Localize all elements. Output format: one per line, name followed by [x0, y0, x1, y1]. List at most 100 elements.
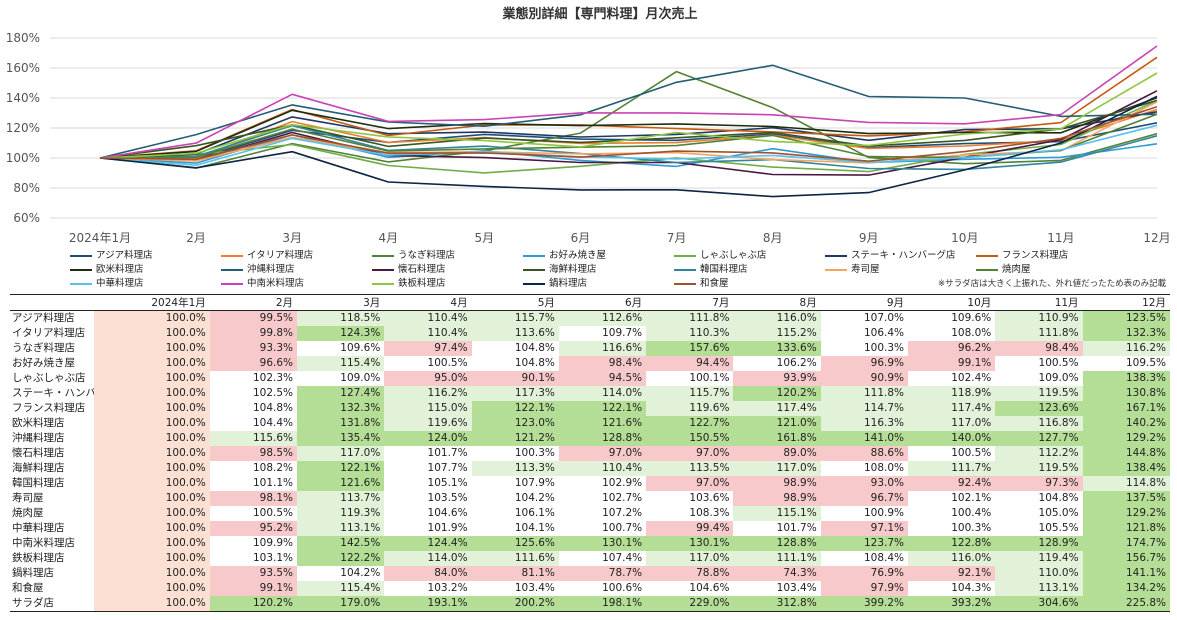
x-tick-label: 12月 [1143, 231, 1170, 245]
table-cell: 100.0% [94, 371, 210, 386]
table-cell: 141.0% [820, 431, 908, 446]
row-label: 沖縄料理店 [12, 432, 65, 444]
table-cell: 101.7% [384, 446, 472, 461]
table-row: サラダ店 100.0% 120.2% 179.0% 193.1% 200.2% 198.1%… [10, 596, 1170, 612]
legend-swatch [523, 268, 545, 271]
table-cell: 108.0% [908, 326, 996, 341]
table-cell: 100.0% [94, 431, 210, 446]
table-row: お好み焼き屋 100.0% 96.6% 115.4% 100.5% 104.8% 98.4%… [10, 356, 1170, 371]
table-cell: 107.2% [558, 506, 647, 521]
table-cell: 92.4% [908, 476, 996, 491]
table-cell: 122.1% [471, 401, 559, 416]
line-chart: 業態別詳細【専門料理】月次売上 60% 80% 100% 120% 140% 160% 18… [6, 6, 1171, 245]
legend-item: しゃぶしゃぶ店 [674, 247, 767, 261]
table-row: 沖縄料理店 100.0% 115.6% 135.4% 124.0% 121.2% 128.8… [10, 431, 1170, 446]
table-cell: 106.1% [471, 506, 559, 521]
legend-label: 焼肉屋 [1002, 264, 1031, 275]
table-cell: 100.3% [908, 521, 996, 536]
table-row: しゃぶしゃぶ店 100.0% 102.3% 109.0% 95.0% 90.1% 94.5%… [10, 371, 1170, 386]
table-cell: 123.7% [820, 536, 908, 551]
table-cell: 116.3% [820, 416, 908, 431]
table-cell: 111.6% [471, 551, 559, 566]
column-header [10, 294, 94, 311]
table-cell: 94.4% [646, 356, 734, 371]
legend-item: アジア料理店 [70, 247, 153, 261]
table-cell: 141.1% [1082, 566, 1170, 581]
table-cell: 100.7% [558, 521, 647, 536]
table-cell: 96.7% [820, 491, 908, 506]
series-lines [99, 45, 1158, 198]
column-header: 4月 [384, 294, 472, 311]
series-line [99, 64, 1158, 159]
column-header: 2024年1月 [94, 294, 210, 311]
table-row: 焼肉屋 100.0% 100.5% 119.3% 104.6% 106.1% 107.2% 1… [10, 506, 1170, 521]
table-cell: 97.0% [558, 446, 647, 461]
table-cell: 140.0% [908, 431, 996, 446]
legend-item: 懐石料理店 [372, 261, 446, 275]
legend-label: 中華料理店 [96, 278, 144, 289]
table-cell: 96.6% [209, 356, 298, 371]
table-cell: 128.8% [558, 431, 647, 446]
row-label: アジア料理店 [12, 312, 75, 324]
table-cell: 117.4% [733, 401, 821, 416]
table-cell: 129.2% [1082, 506, 1170, 521]
column-header: 11月 [995, 294, 1083, 311]
row-label: しゃぶしゃぶ店 [12, 372, 86, 384]
table-cell: 115.2% [733, 326, 821, 341]
table-cell: 115.4% [297, 581, 385, 596]
table-cell: 108.3% [646, 506, 734, 521]
table-cell: 90.9% [820, 371, 908, 386]
legend-swatch [221, 254, 243, 257]
table-cell: 127.4% [297, 386, 385, 401]
table-cell: 109.0% [995, 371, 1083, 386]
table-cell: 133.6% [733, 341, 821, 356]
table-cell: 112.2% [995, 446, 1083, 461]
table-cell: 100.9% [820, 506, 908, 521]
table-cell: 122.7% [646, 416, 734, 431]
table-cell: 123.6% [995, 401, 1083, 416]
table-cell: 132.3% [297, 401, 385, 416]
table-cell: 138.4% [1082, 461, 1170, 476]
legend-item: フランス料理店 [976, 247, 1068, 261]
legend-label: 鍋料理店 [549, 278, 588, 289]
table-cell: 99.4% [646, 521, 734, 536]
table-cell: 107.4% [558, 551, 647, 566]
table-cell: 93.9% [733, 371, 821, 386]
table-cell: 103.1% [209, 551, 298, 566]
row-label: 鍋料理店 [12, 567, 54, 579]
table-cell: 114.8% [1082, 476, 1170, 491]
table-cell: 122.1% [558, 401, 647, 416]
table-row: 和食屋 100.0% 99.1% 115.4% 103.2% 103.4% 100.6% 10… [10, 581, 1170, 596]
legend-item: イタリア料理店 [221, 247, 313, 261]
table-header-row: 2024年1月 2月 3月 4月 5月 6月 7月 8月 9月 10月 11月 12月 [10, 294, 1170, 311]
table-cell: 109.5% [1082, 356, 1170, 371]
table-row: 懐石料理店 100.0% 98.5% 117.0% 101.7% 100.3% 97.0% 9… [10, 446, 1170, 461]
table-cell: 109.6% [297, 341, 385, 356]
legend-item: 鍋料理店 [523, 275, 587, 289]
legend-note: ※サラダ店は大きく上振れた、外れ値だったため表のみ記載 [938, 279, 1167, 289]
table-cell: 117.3% [471, 386, 559, 401]
table-cell: 104.2% [297, 566, 385, 581]
x-tick-label: 6月 [571, 231, 591, 245]
table-cell: 103.4% [471, 581, 559, 596]
legend-label: イタリア料理店 [247, 250, 314, 261]
table-cell: 100.0% [94, 596, 210, 612]
x-tick-label: 11月 [1047, 231, 1074, 245]
legend-label: 欧米料理店 [96, 264, 144, 275]
table-cell: 115.7% [471, 310, 559, 326]
row-label: 欧米料理店 [12, 417, 65, 429]
table-cell: 100.5% [209, 506, 298, 521]
row-label: 和食屋 [12, 582, 44, 594]
table-cell: 100.0% [94, 386, 210, 401]
table-cell: 124.4% [384, 536, 472, 551]
table-cell: 97.0% [646, 446, 734, 461]
table-cell: 119.4% [995, 551, 1083, 566]
x-tick-label: 10月 [951, 231, 978, 245]
table-cell: 100.0% [94, 461, 210, 476]
table-cell: 100.3% [471, 446, 559, 461]
table-cell: 115.4% [297, 356, 385, 371]
series-line [99, 95, 1158, 198]
table-cell: 100.0% [94, 401, 210, 416]
table-cell: 100.1% [646, 371, 734, 386]
table-cell: 104.3% [908, 581, 996, 596]
